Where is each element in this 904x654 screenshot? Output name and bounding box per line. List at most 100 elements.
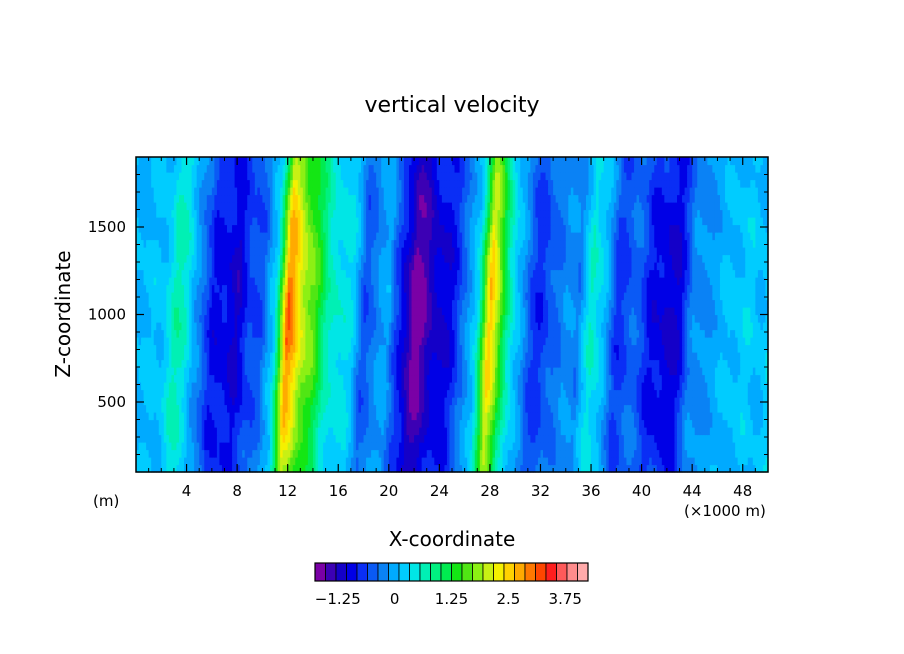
field-cell xyxy=(340,404,344,413)
field-cell xyxy=(259,412,263,421)
field-cell xyxy=(626,352,630,361)
field-cell xyxy=(682,397,686,406)
field-cell xyxy=(330,412,334,421)
field-cell xyxy=(601,464,605,473)
field-cell xyxy=(611,322,615,331)
field-cell xyxy=(631,464,635,473)
field-cell xyxy=(578,329,582,338)
field-cell xyxy=(330,464,334,473)
field-cell xyxy=(449,374,453,383)
field-cell xyxy=(517,397,521,406)
field-cell xyxy=(168,382,172,391)
field-cell xyxy=(472,397,476,406)
field-cell xyxy=(189,344,193,353)
field-cell xyxy=(608,352,612,361)
field-cell xyxy=(563,404,567,413)
field-cell xyxy=(161,442,165,451)
field-cell xyxy=(682,434,686,443)
field-cell xyxy=(259,449,263,458)
field-cell xyxy=(277,427,281,436)
field-cell xyxy=(757,367,762,376)
field-cell xyxy=(628,449,633,458)
field-cell xyxy=(189,442,193,451)
field-cell xyxy=(325,359,329,368)
field-cell xyxy=(244,329,248,338)
field-cell xyxy=(621,382,625,391)
field-cell xyxy=(307,412,312,421)
field-cell xyxy=(682,412,686,421)
field-cell xyxy=(441,329,446,338)
field-cell xyxy=(750,367,754,376)
field-cell xyxy=(237,359,241,368)
field-cell xyxy=(320,442,324,451)
field-cell xyxy=(148,359,152,368)
field-cell xyxy=(244,352,248,361)
field-cell xyxy=(484,434,488,443)
field-cell xyxy=(262,344,266,353)
field-cell xyxy=(398,337,403,346)
field-cell xyxy=(484,427,488,436)
field-cell xyxy=(209,352,213,361)
field-cell xyxy=(474,412,478,421)
field-cell xyxy=(479,344,483,353)
field-cell xyxy=(161,464,165,473)
field-cell xyxy=(707,382,711,391)
field-cell xyxy=(692,457,696,466)
field-cell xyxy=(426,412,430,421)
field-cell xyxy=(431,419,435,428)
field-cell xyxy=(512,442,516,451)
field-cell xyxy=(515,434,519,443)
field-cell xyxy=(580,359,585,368)
field-cell xyxy=(269,434,274,443)
field-cell xyxy=(750,389,754,398)
field-cell xyxy=(570,337,574,346)
field-cell xyxy=(487,427,491,436)
field-cell xyxy=(189,419,193,428)
field-cell xyxy=(383,374,387,383)
field-cell xyxy=(515,464,519,473)
field-cell xyxy=(530,344,534,353)
field-cell xyxy=(694,449,698,458)
field-cell xyxy=(535,359,539,368)
field-cell xyxy=(631,389,635,398)
field-cell xyxy=(257,344,261,353)
field-cell xyxy=(621,352,625,361)
field-cell xyxy=(421,464,425,473)
field-cell xyxy=(765,412,769,421)
field-cell xyxy=(628,367,633,376)
field-cell xyxy=(136,382,140,391)
field-cell xyxy=(232,322,236,331)
field-cell xyxy=(214,404,218,413)
field-cell xyxy=(191,367,195,376)
field-cell xyxy=(393,434,397,443)
field-cell xyxy=(725,442,729,451)
field-cell xyxy=(727,457,731,466)
field-cell xyxy=(257,322,261,331)
field-cell xyxy=(558,442,562,451)
field-cell xyxy=(555,382,559,391)
field-cell xyxy=(224,374,228,383)
field-cell xyxy=(295,397,299,406)
field-cell xyxy=(608,344,612,353)
field-cell xyxy=(606,329,610,338)
field-cell xyxy=(459,464,463,473)
field-cell xyxy=(719,374,724,383)
field-cell xyxy=(558,464,562,473)
field-cell xyxy=(580,442,585,451)
field-cell xyxy=(232,419,236,428)
field-cell xyxy=(669,464,673,473)
field-cell xyxy=(469,352,473,361)
field-cell xyxy=(553,359,557,368)
field-cell xyxy=(280,367,284,376)
field-cell xyxy=(477,434,481,443)
field-cell xyxy=(702,359,706,368)
field-cell xyxy=(277,322,281,331)
field-cell xyxy=(712,359,716,368)
field-cell xyxy=(492,434,496,443)
field-cell xyxy=(517,389,521,398)
field-cell xyxy=(583,449,587,458)
field-cell xyxy=(636,397,640,406)
field-cell xyxy=(305,442,309,451)
field-cell xyxy=(477,412,481,421)
field-cell xyxy=(330,322,334,331)
